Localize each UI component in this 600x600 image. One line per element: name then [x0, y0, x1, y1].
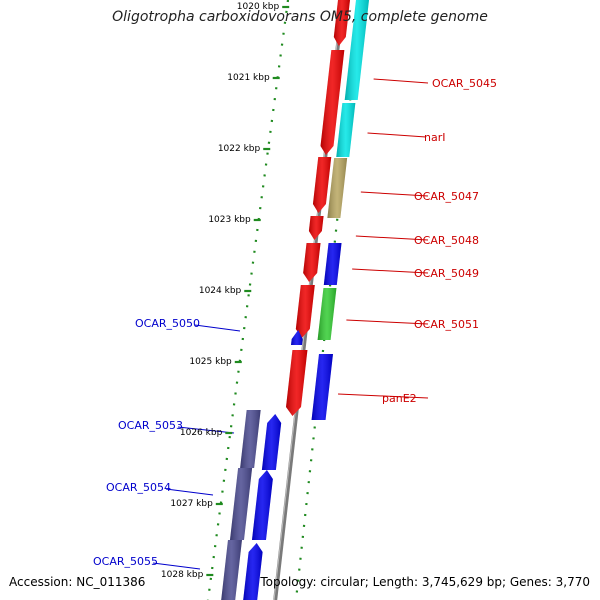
gene-label-leader: [152, 562, 201, 570]
gene-label-leader: [360, 191, 429, 197]
gene-blue: [261, 414, 282, 470]
gene-label-forward[interactable]: OCAR_5047: [414, 190, 479, 203]
gene-slate: [240, 410, 261, 468]
scale-tick-label: 1021 kbp: [227, 73, 270, 83]
gene-red: [312, 157, 332, 213]
gene-label-reverse[interactable]: OCAR_5055: [93, 555, 158, 568]
gene-red: [308, 216, 324, 240]
gene-label-forward[interactable]: OCAR_5049: [414, 267, 479, 280]
gene-cyan: [344, 0, 369, 100]
gene-green: [317, 288, 337, 340]
gene-label-leader: [352, 268, 429, 274]
gene-slate: [229, 468, 253, 540]
gene-blue: [243, 543, 263, 600]
gene-label-leader: [165, 488, 214, 496]
gene-red: [303, 243, 321, 282]
ruler-dotted-line: [206, 0, 290, 600]
gene-red: [333, 0, 350, 46]
gene-label-forward[interactable]: OCAR_5048: [414, 234, 479, 247]
scale-tick-label: 1027 kbp: [170, 499, 213, 509]
gene-red: [295, 285, 315, 338]
scale-tick-label: 1025 kbp: [189, 357, 232, 367]
gene-khaki: [327, 158, 348, 218]
gene-label-forward[interactable]: panE2: [382, 392, 417, 405]
gene-label-leader: [338, 393, 429, 399]
gene-label-leader: [355, 235, 429, 241]
gene-cyan: [336, 103, 356, 157]
gene-label-forward[interactable]: OCAR_5045: [432, 77, 497, 90]
gene-red: [320, 50, 345, 155]
gene-labels: OCAR_5045 narI OCAR_5047 OCAR_5048 OCAR_5049…: [93, 77, 497, 570]
gene-label-forward[interactable]: narI: [424, 131, 445, 144]
gene-label-leader: [177, 426, 235, 434]
scale-tick-label: 1028 kbp: [161, 570, 204, 580]
gene-blue: [251, 470, 273, 540]
gene-label-leader: [373, 78, 429, 84]
gene-red: [286, 350, 308, 416]
scale-tick-label: 1022 kbp: [218, 144, 261, 154]
gene-blue-small: [291, 330, 303, 345]
gene-label-leader: [194, 324, 241, 332]
gene-label-reverse[interactable]: OCAR_5050: [135, 317, 200, 330]
gene-track: [221, 0, 369, 600]
gene-slate: [221, 540, 242, 600]
map-title: Oligotropha carboxidovorans OM5, complet…: [112, 9, 488, 25]
gene-blue: [323, 243, 342, 285]
scale-tick-label: 1023 kbp: [208, 215, 251, 225]
scale-tick-label: 1026 kbp: [180, 428, 223, 438]
gene-label-reverse[interactable]: OCAR_5054: [106, 481, 171, 494]
scale-tick-label: 1020 kbp: [237, 2, 280, 12]
gene-label-forward[interactable]: OCAR_5051: [414, 318, 479, 331]
gene-blue: [311, 354, 333, 420]
gene-label-reverse[interactable]: OCAR_5053: [118, 419, 183, 432]
gene-label-leader: [346, 319, 429, 325]
topology-text: Topology: circular; Length: 3,745,629 bp…: [260, 575, 590, 589]
accession-text: Accession: NC_011386: [9, 575, 146, 589]
gene-label-leader: [367, 132, 427, 138]
scale-tick-labels: 1020 kbp 1021 kbp 1022 kbp 1023 kbp 1024 kbp…: [161, 2, 290, 580]
scale-tick-label: 1024 kbp: [199, 286, 242, 296]
